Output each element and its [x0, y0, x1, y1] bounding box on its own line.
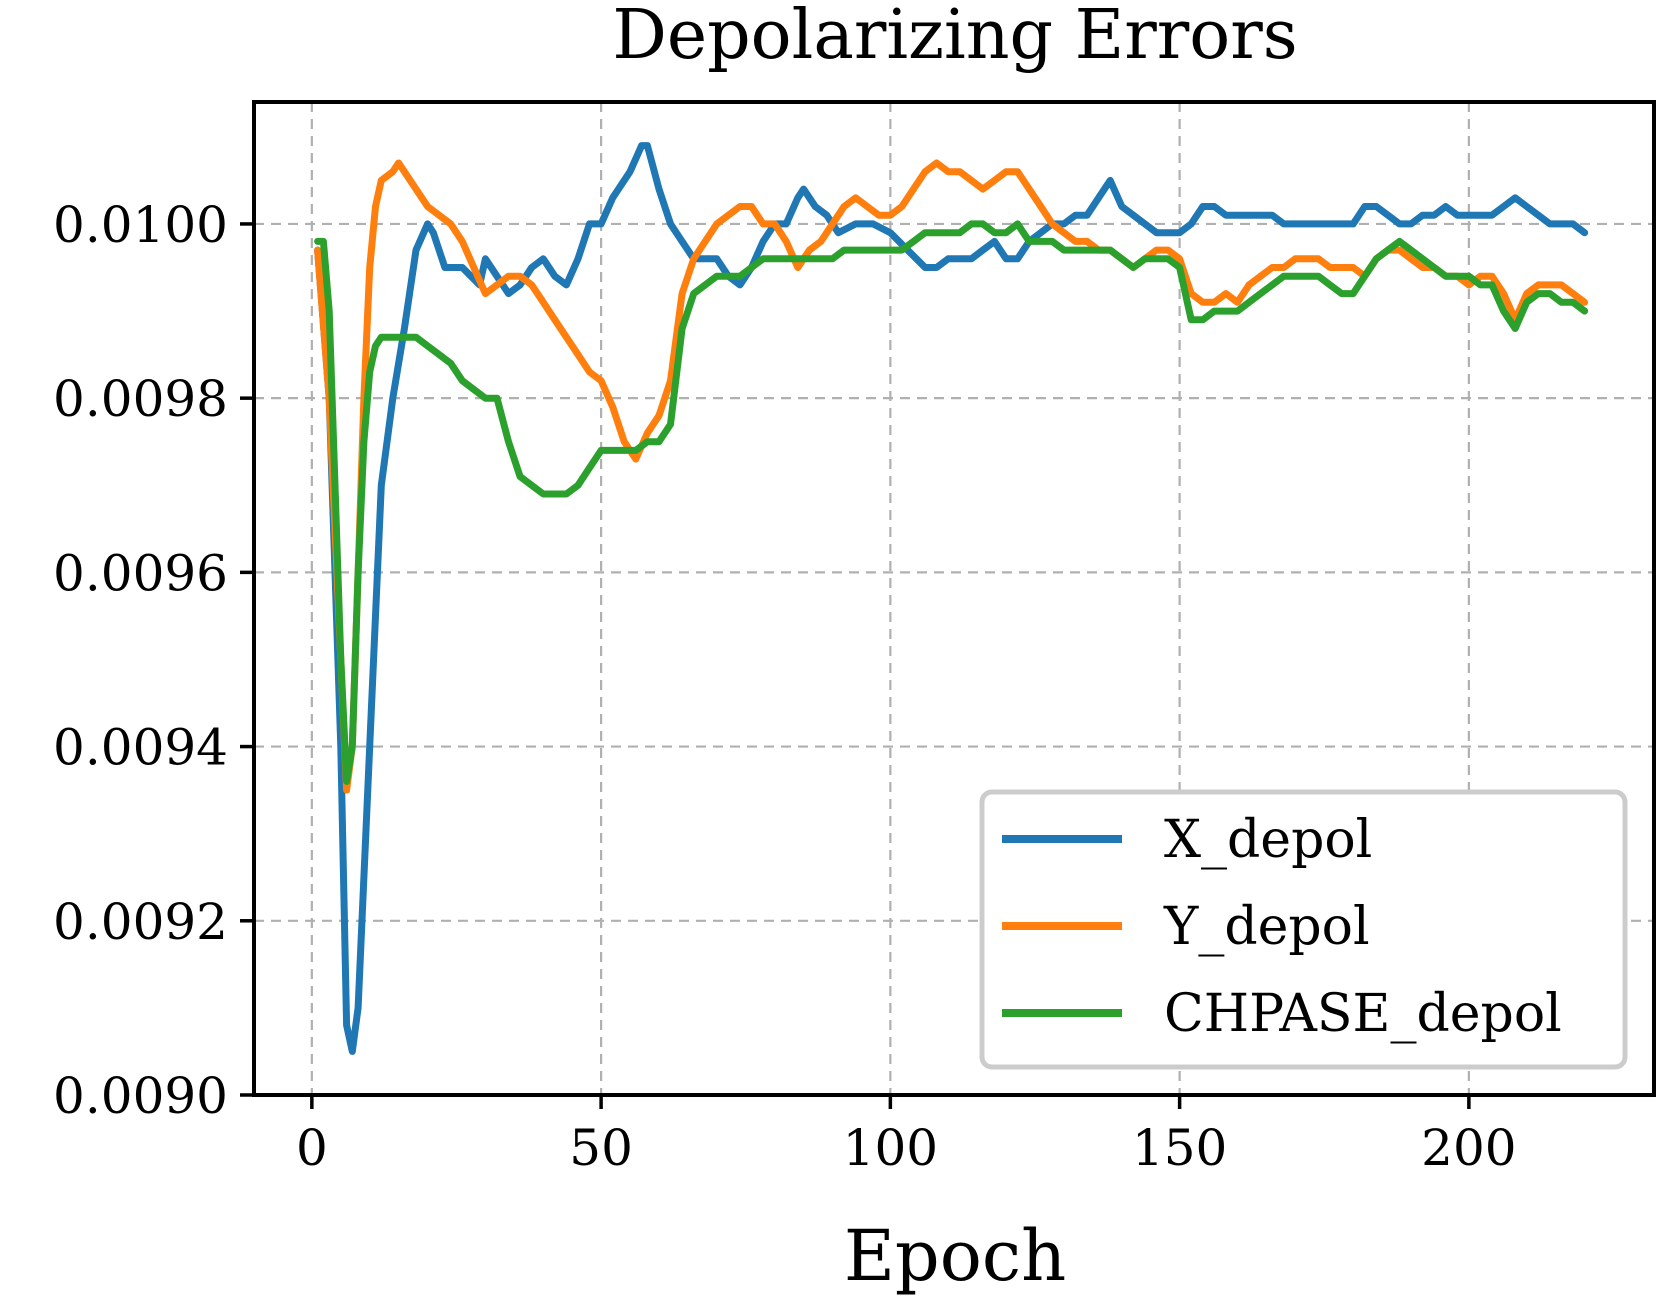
y-tick-label: 0.0098: [53, 370, 228, 428]
y-tick-label: 0.0100: [53, 196, 228, 254]
x-tick-label: 150: [1132, 1119, 1227, 1177]
x-axis: 0 50 100 150 200: [296, 1095, 1517, 1177]
x-tick-label: 200: [1421, 1119, 1516, 1177]
legend-label: Y_depol: [1163, 897, 1370, 957]
legend-label: X_depol: [1164, 810, 1372, 870]
x-tick-label: 50: [569, 1119, 633, 1177]
legend-label: CHPASE_depol: [1164, 984, 1562, 1044]
series-line-x-depol: [314, 142, 1589, 1055]
series-lines: [314, 142, 1589, 1055]
legend: X_depol Y_depol CHPASE_depol: [979, 789, 1628, 1070]
chart-title: Depolarizing Errors: [612, 0, 1297, 75]
y-axis: 0.0090 0.0092 0.0094 0.0096 0.0098 0.0100: [53, 196, 254, 1125]
legend-box: [979, 789, 1628, 1070]
y-tick-label: 0.0094: [53, 719, 228, 777]
x-tick-label: 100: [843, 1119, 938, 1177]
x-tick-label: 0: [296, 1119, 328, 1177]
y-tick-label: 0.0096: [53, 544, 228, 602]
plot-frame: [252, 100, 1656, 1097]
grid: [254, 102, 1654, 1095]
y-tick-label: 0.0090: [53, 1067, 228, 1125]
y-tick-label: 0.0092: [53, 893, 228, 951]
series-line-chpase-depol: [314, 220, 1589, 785]
x-axis-label: Epoch: [844, 1215, 1066, 1297]
